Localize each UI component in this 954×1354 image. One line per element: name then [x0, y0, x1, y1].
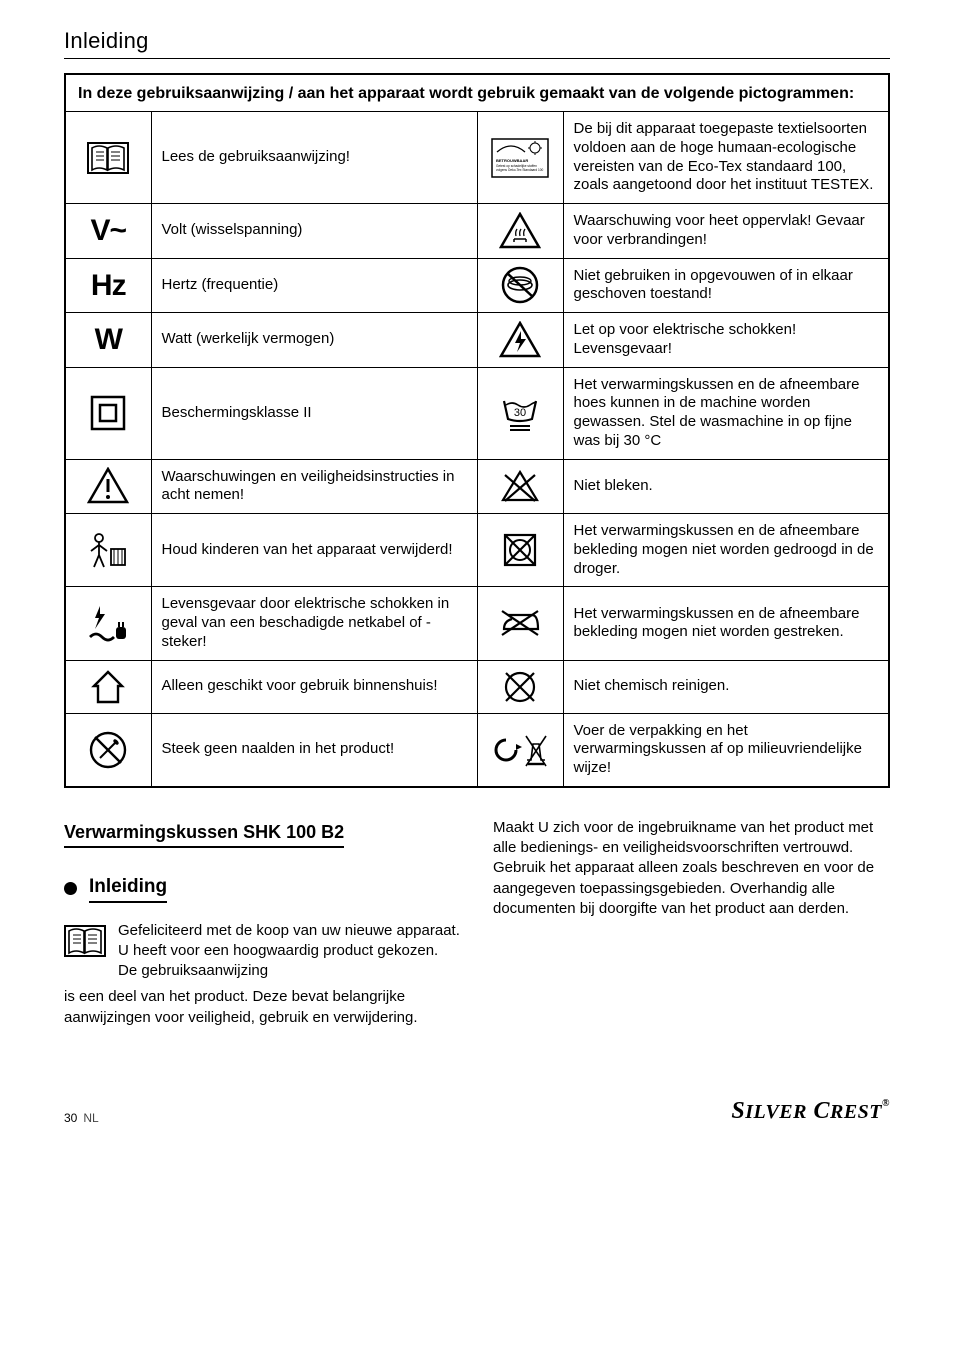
cell-text: Hertz (frequentie)	[151, 258, 477, 313]
dispose-eco-icon	[477, 713, 563, 787]
do-not-dry-clean-icon	[477, 660, 563, 713]
table-row: Alleen geschikt voor gebruik binnenshuis…	[65, 660, 889, 713]
head-rule	[64, 58, 890, 59]
pictogram-table: In deze gebruiksaanwijzing / aan het app…	[64, 73, 890, 788]
cell-text: Niet chemisch reinigen.	[563, 660, 889, 713]
indoor-use-only-icon	[65, 660, 151, 713]
do-not-bleach-icon	[477, 459, 563, 514]
no-needles-icon	[65, 713, 151, 787]
table-row: Steek geen naalden in het product! Voer …	[65, 713, 889, 787]
cell-text: Watt (werkelijk vermogen)	[151, 313, 477, 368]
cell-text: Niet bleken.	[563, 459, 889, 514]
cell-text: De bij dit apparaat toegepaste textielso…	[563, 112, 889, 204]
bullet-icon	[64, 882, 77, 895]
keep-away-children-icon	[65, 514, 151, 587]
cell-text: Steek geen naalden in het product!	[151, 713, 477, 787]
ecotex-label-icon: BETROUWBAAR Getest op schadelijke stoffe…	[477, 112, 563, 204]
table-row: Levensgevaar door elektrische schokken i…	[65, 587, 889, 660]
table-row: V~ Volt (wisselspanning) Waarschuwing vo…	[65, 204, 889, 259]
cell-text: Alleen geschikt voor gebruik binnenshuis…	[151, 660, 477, 713]
hertz-icon: Hz	[65, 258, 151, 313]
intro-paragraph-tail: is een deel van het product. Deze bevat …	[64, 987, 461, 1028]
cell-text: Het verwarmingskussen en de afneembare h…	[563, 367, 889, 459]
wash-30-icon: 30	[477, 367, 563, 459]
do-not-fold-icon	[477, 258, 563, 313]
section-title: Inleiding	[89, 874, 167, 903]
protection-class-2-icon	[65, 367, 151, 459]
cell-text: Beschermingsklasse II	[151, 367, 477, 459]
cell-text: Lees de gebruiksaanwijzing!	[151, 112, 477, 204]
electric-shock-warning-icon	[477, 313, 563, 368]
svg-text:volgens Oeko-Tex Standaard 100: volgens Oeko-Tex Standaard 100	[496, 168, 544, 172]
table-row: Waarschuwingen en veiligheidsinstructies…	[65, 459, 889, 514]
cell-text: Volt (wisselspanning)	[151, 204, 477, 259]
svg-text:BETROUWBAAR: BETROUWBAAR	[496, 158, 528, 163]
cell-text: Waarschuwingen en veiligheidsinstructies…	[151, 459, 477, 514]
read-manual-icon	[65, 112, 151, 204]
general-warning-icon	[65, 459, 151, 514]
do-not-tumble-dry-icon	[477, 514, 563, 587]
watt-icon: W	[65, 313, 151, 368]
cell-text: Let op voor elektrische schokken! Levens…	[563, 313, 889, 368]
cell-text: Houd kinderen van het apparaat verwijder…	[151, 514, 477, 587]
product-title: Verwarmingskussen SHK 100 B2	[64, 820, 344, 848]
table-row: Houd kinderen van het apparaat verwijder…	[65, 514, 889, 587]
cell-text: Niet gebruiken in opgevouwen of in elkaa…	[563, 258, 889, 313]
page-number: 30NL	[64, 1111, 99, 1125]
damaged-cable-shock-icon	[65, 587, 151, 660]
table-row: Beschermingsklasse II 30 Het verwarmings…	[65, 367, 889, 459]
volt-ac-icon: V~	[65, 204, 151, 259]
table-row: Hz Hertz (frequentie) Niet gebruiken in …	[65, 258, 889, 313]
cell-text: Het verwarmingskussen en de afneembare b…	[563, 587, 889, 660]
running-head: Inleiding	[64, 28, 890, 54]
svg-text:30: 30	[514, 407, 526, 419]
cell-text: Voer de verpakking en het verwarmingskus…	[563, 713, 889, 787]
do-not-iron-icon	[477, 587, 563, 660]
table-header: In deze gebruiksaanwijzing / aan het app…	[65, 74, 889, 112]
cell-text: Levensgevaar door elektrische schokken i…	[151, 587, 477, 660]
hot-surface-warning-icon	[477, 204, 563, 259]
brand-logo: SILVER CREST®	[731, 1098, 890, 1125]
intro-paragraph-2: Maakt U zich voor de ingebruikname van h…	[493, 818, 890, 919]
table-row: Lees de gebruiksaanwijzing! BETROUWBAAR …	[65, 112, 889, 204]
section-head: Inleiding	[64, 874, 461, 903]
table-row: W Watt (werkelijk vermogen) Let op voor …	[65, 313, 889, 368]
cell-text: Het verwarmingskussen en de afneembare b…	[563, 514, 889, 587]
read-manual-icon	[64, 923, 106, 965]
intro-paragraph-lead: Gefeliciteerd met de koop van uw nieuwe …	[118, 921, 461, 982]
cell-text: Waarschuwing voor heet oppervlak! Gevaar…	[563, 204, 889, 259]
